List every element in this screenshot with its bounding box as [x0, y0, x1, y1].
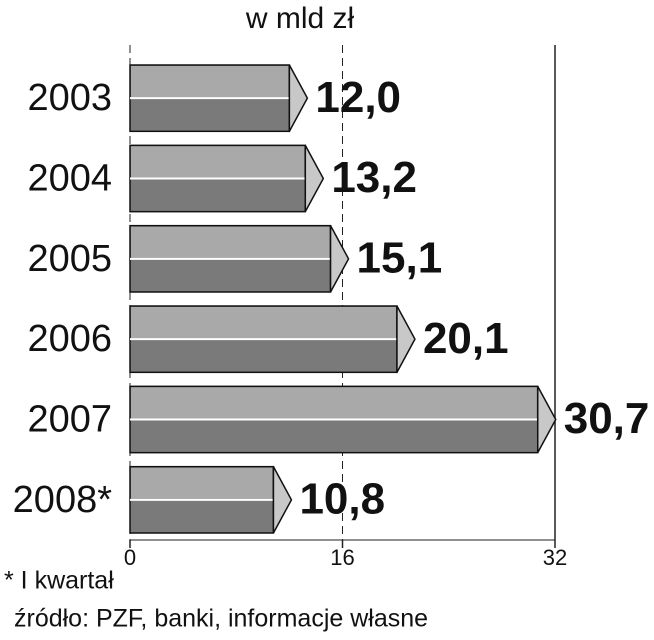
value-label: 20,1: [423, 314, 509, 363]
bar-cap: [536, 385, 557, 454]
bar-cap: [329, 225, 350, 293]
bar-cap: [272, 466, 293, 534]
x-tick-label: 0: [124, 545, 136, 570]
value-label: 12,0: [315, 73, 401, 122]
value-label: 10,8: [299, 474, 385, 523]
bar-highlight: [131, 387, 537, 419]
footnote: * I kwartał: [4, 567, 114, 595]
value-label: 13,2: [331, 153, 417, 202]
y-tick-label: 2003: [27, 77, 112, 119]
bar-highlight: [131, 66, 289, 98]
y-tick-label: 2007: [27, 399, 112, 441]
y-tick-label: 2004: [27, 158, 112, 200]
source: źródło: PZF, banki, informacje własne: [14, 605, 428, 633]
bar-highlight: [131, 146, 305, 178]
bar-cap: [288, 64, 309, 132]
value-label: 15,1: [357, 233, 443, 282]
chart-title: w mld zł: [245, 2, 355, 35]
y-tick-label: 2008*: [13, 479, 113, 521]
bar-cap: [396, 305, 416, 373]
bar-highlight: [131, 467, 273, 499]
bar-cap: [304, 144, 325, 213]
value-label: 30,7: [564, 394, 650, 443]
y-tick-label: 2005: [27, 238, 112, 280]
bar-highlight: [131, 226, 330, 258]
y-tick-label: 2006: [27, 318, 112, 360]
x-tick-label: 32: [543, 545, 567, 570]
x-tick-label: 16: [330, 545, 354, 570]
bar-highlight: [131, 307, 396, 339]
